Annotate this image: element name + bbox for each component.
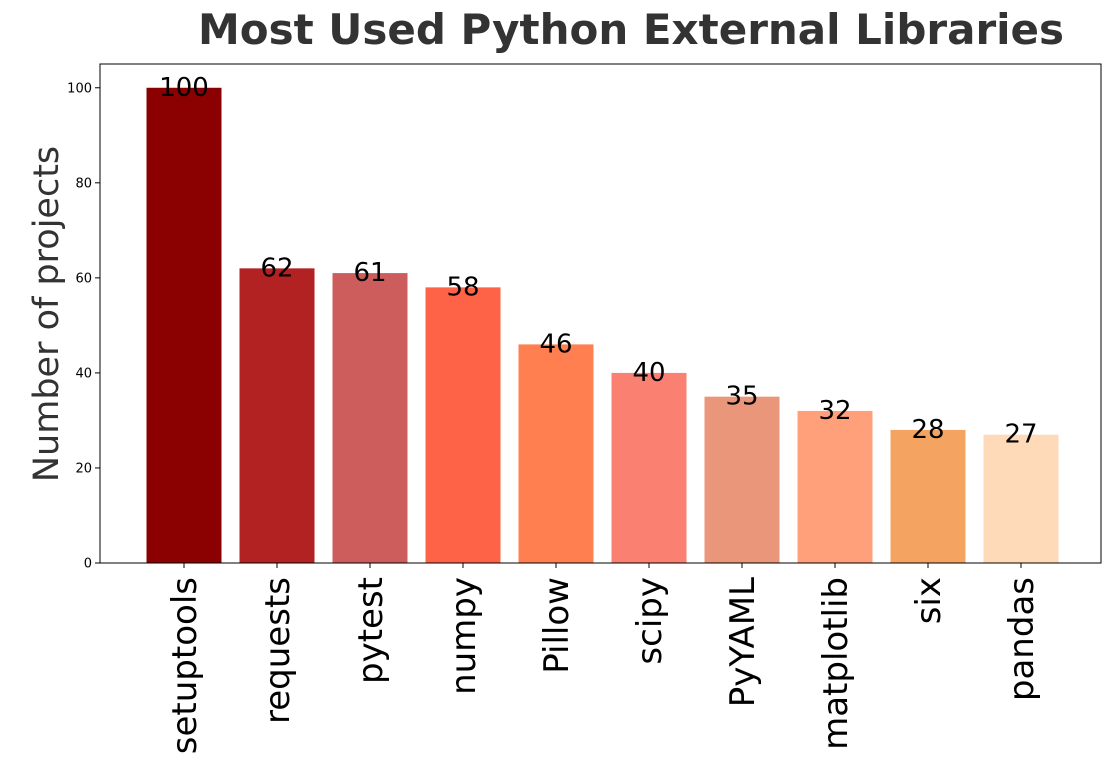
data-label-matplotlib: 32 bbox=[818, 396, 851, 426]
y-tick-label: 100 bbox=[67, 81, 92, 96]
bar-requests bbox=[239, 268, 315, 563]
y-tick-label: 20 bbox=[75, 461, 92, 476]
bar-scipy bbox=[611, 372, 687, 563]
plot-frame bbox=[99, 63, 1102, 564]
y-axis-ticks: 0 20 40 60 80 100 bbox=[67, 81, 100, 572]
x-axis-ticks: setuptools requests pytest numpy Pillow scipy… bbox=[165, 563, 1042, 754]
y-tick-label: 60 bbox=[75, 271, 92, 286]
data-label-pandas: 27 bbox=[1004, 420, 1037, 450]
y-tick-label: 40 bbox=[75, 366, 92, 381]
x-tick-label-numpy: numpy bbox=[444, 577, 484, 695]
bar-pytest bbox=[332, 273, 408, 563]
bar-six bbox=[890, 429, 966, 563]
data-label-numpy: 58 bbox=[446, 272, 479, 302]
bar-numpy bbox=[425, 287, 501, 563]
data-label-setuptools: 100 bbox=[159, 73, 209, 103]
bars bbox=[146, 87, 1059, 563]
data-label-pillow: 46 bbox=[539, 329, 572, 359]
data-label-requests: 62 bbox=[260, 253, 293, 283]
data-label-six: 28 bbox=[911, 415, 944, 445]
data-label-scipy: 40 bbox=[632, 358, 665, 388]
bar-matplotlib bbox=[797, 410, 873, 563]
y-tick-label: 0 bbox=[84, 557, 92, 572]
bar-pillow bbox=[518, 344, 594, 563]
x-tick-label-matplotlib: matplotlib bbox=[816, 577, 856, 750]
x-tick-label-six: six bbox=[909, 577, 949, 624]
x-tick-label-setuptools: setuptools bbox=[165, 577, 205, 754]
x-tick-label-requests: requests bbox=[258, 577, 298, 724]
y-axis-label: Number of projects bbox=[27, 146, 67, 482]
x-tick-label-pyyaml: PyYAML bbox=[723, 577, 763, 707]
x-tick-label-pandas: pandas bbox=[1002, 577, 1042, 701]
x-tick-label-pytest: pytest bbox=[351, 577, 391, 684]
bar-pandas bbox=[983, 434, 1059, 563]
x-tick-label-pillow: Pillow bbox=[537, 577, 577, 674]
data-labels: 100 62 61 58 46 40 35 32 28 27 bbox=[159, 73, 1037, 450]
chart-title: Most Used Python External Libraries bbox=[198, 5, 1064, 54]
x-tick-label-scipy: scipy bbox=[630, 577, 670, 665]
bar-setuptools bbox=[146, 87, 222, 563]
data-label-pyyaml: 35 bbox=[725, 382, 758, 412]
y-tick-label: 80 bbox=[75, 176, 92, 191]
bar-pyyaml bbox=[704, 396, 780, 563]
data-label-pytest: 61 bbox=[353, 258, 386, 288]
